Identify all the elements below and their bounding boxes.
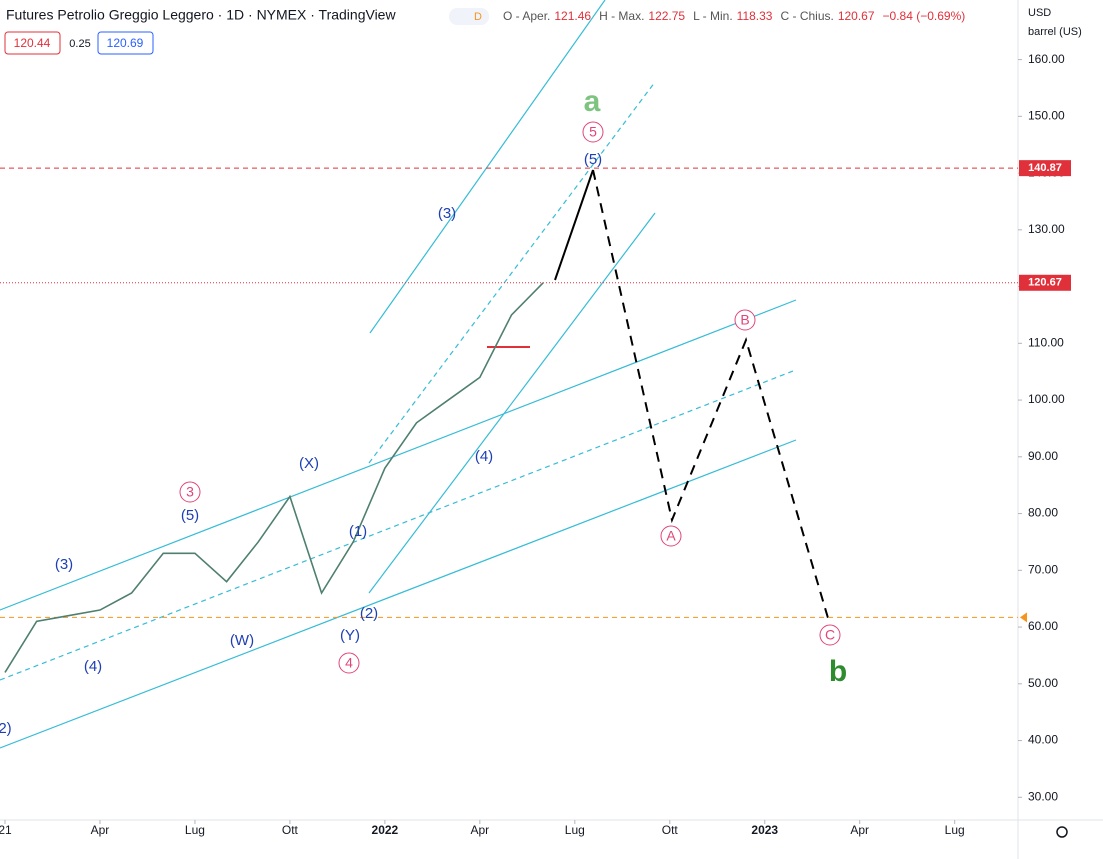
- wave-labels: (3) (4) (5) (W) (X) (Y) (1) (2) (3) (4) …: [0, 85, 847, 737]
- ohlc-label: L - Min.: [693, 9, 733, 23]
- level-tag: [1019, 160, 1071, 177]
- ohlc-label: H - Max.: [599, 9, 644, 23]
- ohlc-label: C - Chius.: [780, 9, 833, 23]
- settings-icon[interactable]: [1056, 826, 1068, 838]
- wave-circle: [734, 309, 756, 331]
- wave-label: (3): [55, 556, 73, 573]
- channel-line: [368, 212, 656, 594]
- x-tick-label: 2022: [372, 823, 399, 837]
- ohlc: O - Aper. 121.46 H - Max. 122.75 L - Min. 118…: [503, 9, 965, 23]
- y-tick-label: 130.00: [1028, 222, 1065, 236]
- x-tick-label: Lug: [945, 823, 965, 837]
- wave-label: (4): [84, 658, 102, 675]
- wave-label: (5): [584, 151, 602, 168]
- ohlc-value: 120.67: [838, 9, 875, 23]
- y-tick-label: 90.00: [1028, 449, 1058, 463]
- wave-label: (W): [230, 632, 254, 649]
- wave-label: (4): [475, 448, 493, 465]
- projection: [554, 169, 594, 281]
- wave-label: 5: [589, 124, 597, 140]
- wave-label: (2): [360, 605, 378, 622]
- badge-d: D: [474, 11, 482, 23]
- quote: 120.69: [107, 36, 144, 50]
- spread: 0.25: [69, 38, 90, 50]
- y-tick-label: 80.00: [1028, 506, 1058, 520]
- wave-degree: a: [584, 85, 601, 118]
- y-tick-label: 100.00: [1028, 392, 1065, 406]
- level-label: 140.87: [1028, 162, 1062, 174]
- drawings: [0, 0, 829, 749]
- wave-circle: [660, 525, 682, 547]
- price-line: [4, 282, 544, 673]
- ohlc-value: 118.33: [737, 9, 773, 23]
- wave-circle: [819, 624, 841, 646]
- wave-circle: [582, 121, 604, 143]
- wave-label: 4: [345, 655, 353, 671]
- wave-circle: [338, 652, 360, 674]
- x-tick-label: Apr: [471, 823, 490, 837]
- channel-line: [369, 0, 606, 334]
- x-tick-label: Lug: [565, 823, 585, 837]
- channel-line: [0, 439, 797, 749]
- y-tick-label: 40.00: [1028, 733, 1058, 747]
- y-tick-label: 30.00: [1028, 789, 1058, 803]
- x-tick-label: Apr: [850, 823, 869, 837]
- projection: [592, 169, 829, 619]
- level-marker: [1020, 612, 1027, 623]
- wave-label: B: [740, 312, 749, 328]
- wave-label: (3): [438, 205, 456, 222]
- x-tick-label: 2023: [751, 823, 778, 837]
- wave-label: 3: [186, 484, 194, 500]
- unit[interactable]: barrel (US): [1028, 26, 1082, 38]
- x-tick-label: Apr: [91, 823, 110, 837]
- channel-mid: [368, 81, 656, 464]
- wave-label: (5): [181, 507, 199, 524]
- level-label: 120.67: [1028, 277, 1062, 289]
- level-tag: [1019, 274, 1071, 291]
- y-tick-label: 150.00: [1028, 109, 1065, 123]
- wave-label: C: [825, 627, 835, 643]
- change: −0.84 (−0.69%): [883, 9, 966, 23]
- x-tick-label: 21: [0, 823, 12, 837]
- wave-label: 2): [0, 720, 12, 737]
- x-tick-label: Ott: [282, 823, 299, 837]
- y-tick-label: 160.00: [1028, 52, 1065, 66]
- x-tick-label: Ott: [662, 823, 679, 837]
- marks: [0, 167, 1018, 673]
- channel-line: [0, 299, 797, 611]
- x-tick-label: Lug: [185, 823, 205, 837]
- quote-box: [97, 31, 154, 55]
- price-axis-bg: [1018, 0, 1103, 859]
- y-tick-label: 50.00: [1028, 676, 1058, 690]
- ohlc-label: O - Aper.: [503, 9, 550, 23]
- badge: [449, 8, 489, 25]
- channel-mid: [0, 370, 794, 681]
- y-tick-label: 60.00: [1028, 619, 1058, 633]
- quote: 120.44: [14, 36, 51, 50]
- quote-box: [4, 31, 61, 55]
- header: Futures Petrolio Greggio Leggero · 1D · …: [4, 7, 1082, 838]
- wave-label: A: [666, 528, 676, 544]
- ohlc-value: 122.75: [648, 9, 685, 23]
- y-tick-label: 110.00: [1028, 335, 1064, 349]
- chart-title: Futures Petrolio Greggio Leggero · 1D · …: [6, 7, 396, 23]
- wave-degree: b: [829, 655, 847, 688]
- wave-label: (1): [349, 523, 367, 540]
- y-tick-label: 70.00: [1028, 562, 1058, 576]
- ohlc-value: 121.46: [554, 9, 591, 23]
- wave-circle: [179, 481, 201, 503]
- wave-label: (Y): [340, 627, 360, 644]
- wave-label: (X): [299, 455, 319, 472]
- currency[interactable]: USD: [1028, 7, 1051, 19]
